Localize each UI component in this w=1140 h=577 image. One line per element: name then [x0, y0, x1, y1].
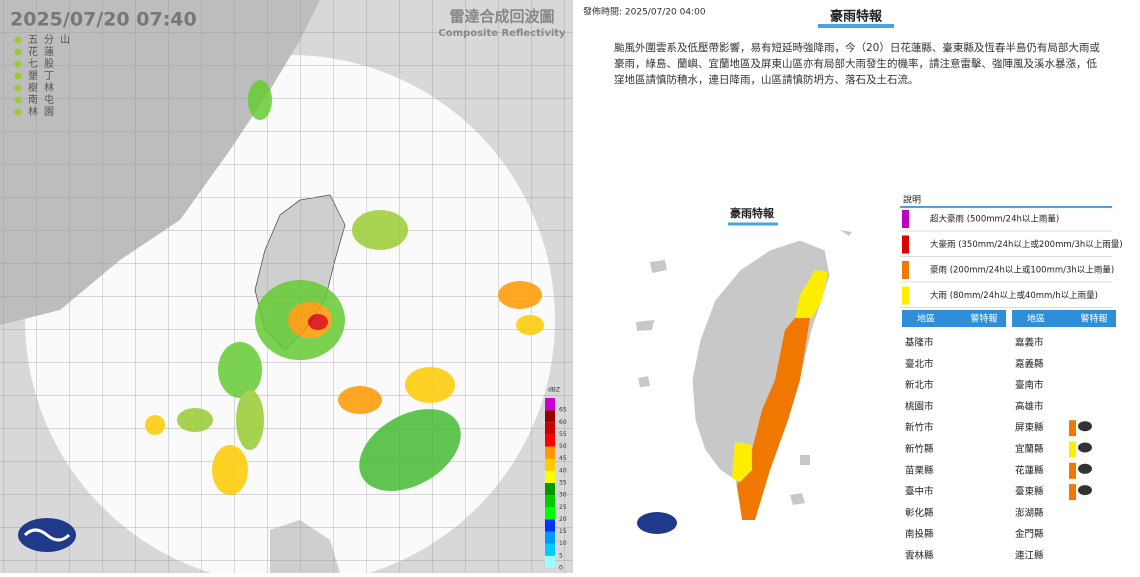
station-name: 林園 [28, 105, 60, 118]
warning-level [1069, 462, 1076, 479]
warning-level [1069, 484, 1076, 501]
station-dot [14, 48, 22, 56]
scale-unit: dBZ [548, 387, 560, 394]
warning-level [1069, 420, 1076, 437]
county-name: 嘉義縣 [1015, 358, 1044, 370]
county-name: 金門縣 [1015, 528, 1044, 540]
legend-swatch [902, 235, 909, 254]
table-header-bg [1012, 310, 1116, 327]
table-header: 警特報 [1080, 313, 1107, 325]
station-name: 墾丁 [28, 69, 60, 82]
legend-swatch [902, 210, 909, 228]
warning-text: 颱風外圍雲系及低壓帶影響，易有短延時強降雨，今（20）日花蓮縣、臺東縣及恆春半島… [614, 42, 1100, 86]
rain-icon [1078, 442, 1092, 453]
scale-color [545, 434, 555, 447]
radar-subtitle: Composite Reflectivity [438, 28, 566, 39]
rain-icon [1078, 463, 1092, 474]
scale-color [545, 543, 555, 556]
station-dot [14, 108, 22, 116]
station-name: 五分山 [28, 34, 76, 46]
station-dot [14, 60, 22, 68]
station-dot [14, 36, 22, 44]
legend-label: 大雨 (80mm/24h以上或40mm/h以上雨量) [930, 290, 1098, 301]
county-name: 屏東縣 [1015, 422, 1044, 434]
county-name: 基隆市 [905, 337, 934, 349]
rain-icon [1078, 421, 1092, 432]
county-name: 雲林縣 [905, 550, 934, 562]
county-name: 高雄市 [1015, 400, 1044, 412]
scale-color [545, 507, 555, 520]
scale-tick-label: 60 [559, 419, 567, 426]
station-name: 七股 [28, 58, 60, 70]
scale-tick-label: 20 [559, 516, 567, 523]
county-name: 彰化縣 [905, 507, 934, 519]
scale-color [545, 483, 555, 496]
scale-tick-label: 65 [559, 407, 567, 414]
scale-color [545, 398, 555, 411]
county-name: 嘉義市 [1015, 337, 1044, 349]
scale-tick-label: 45 [559, 455, 567, 462]
scale-tick-label: 50 [559, 443, 567, 450]
station-dot [14, 84, 22, 92]
scale-color [545, 422, 555, 435]
map-title: 豪雨特報 [730, 206, 775, 220]
county-name: 南投縣 [905, 528, 934, 540]
county-name: 桃園市 [905, 400, 934, 412]
county-name: 連江縣 [1015, 550, 1044, 562]
radar-panel: 2025/07/20 07:40 雷達合成回波圖 Composite Refle… [0, 0, 573, 577]
table-header: 地區 [1027, 313, 1045, 325]
scale-color [545, 446, 555, 459]
station-dot [14, 96, 22, 104]
county-name: 花蓮縣 [1015, 464, 1044, 476]
scale-tick-label: 40 [559, 467, 567, 474]
county-name: 新竹市 [905, 422, 934, 434]
station-name: 南屯 [28, 93, 60, 106]
station-dot [14, 72, 22, 80]
scale-color [545, 519, 555, 532]
county-name: 臺南市 [1015, 379, 1044, 391]
scale-color [545, 531, 555, 544]
issued-time: 發佈時間: 2025/07/20 04:00 [583, 6, 706, 18]
warning-title: 豪雨特報 [830, 9, 883, 25]
warning-level [1069, 441, 1076, 458]
legend-label: 豪雨 (200mm/24h以上或100mm/3h以上雨量) [930, 265, 1114, 276]
county-name: 宜蘭縣 [1015, 443, 1044, 455]
scale-color [545, 410, 555, 423]
table-header: 地區 [917, 313, 935, 325]
station-name: 花蓮 [28, 45, 60, 58]
legend-swatch [902, 261, 909, 279]
county-name: 新竹縣 [905, 443, 934, 455]
scale-color [545, 495, 555, 508]
station-name: 樹林 [28, 81, 60, 94]
county-name: 臺中市 [905, 486, 934, 498]
scale-color [545, 470, 555, 483]
scale-tick-label: 55 [559, 431, 567, 438]
legend-label: 大豪雨 (350mm/24h以上或200mm/3h以上雨量) [930, 239, 1123, 250]
county-name: 臺東縣 [1015, 486, 1044, 498]
scale-tick-label: 10 [559, 540, 567, 547]
county-name: 澎湖縣 [1015, 507, 1044, 519]
scale-tick-label: 30 [559, 492, 567, 499]
table-header: 警特報 [970, 313, 997, 325]
scale-tick-label: 0 [559, 565, 563, 572]
county-name: 苗栗縣 [905, 465, 934, 476]
legend-label: 超大豪雨 (500mm/24h以上雨量) [930, 214, 1059, 225]
rain-icon [1078, 485, 1092, 496]
scale-tick-label: 5 [559, 552, 563, 559]
scale-color [545, 555, 555, 568]
scale-color [545, 458, 555, 471]
legend-swatch [902, 286, 909, 305]
warning-panel: 發佈時間: 2025/07/20 04:00 豪雨特報 颱風外圍雲系及低壓帶影響… [583, 6, 1123, 562]
scale-tick-label: 15 [559, 528, 567, 535]
radar-title: 雷達合成回波圖 [449, 8, 554, 26]
scale-tick-label: 25 [559, 504, 567, 511]
county-name: 新北市 [905, 379, 934, 391]
legend-title: 說明 [903, 194, 921, 206]
radar-time: 2025/07/20 07:40 [10, 9, 197, 31]
county-name: 臺北市 [905, 358, 934, 370]
scale-tick-label: 35 [559, 480, 567, 487]
table-header-bg [902, 310, 1006, 327]
